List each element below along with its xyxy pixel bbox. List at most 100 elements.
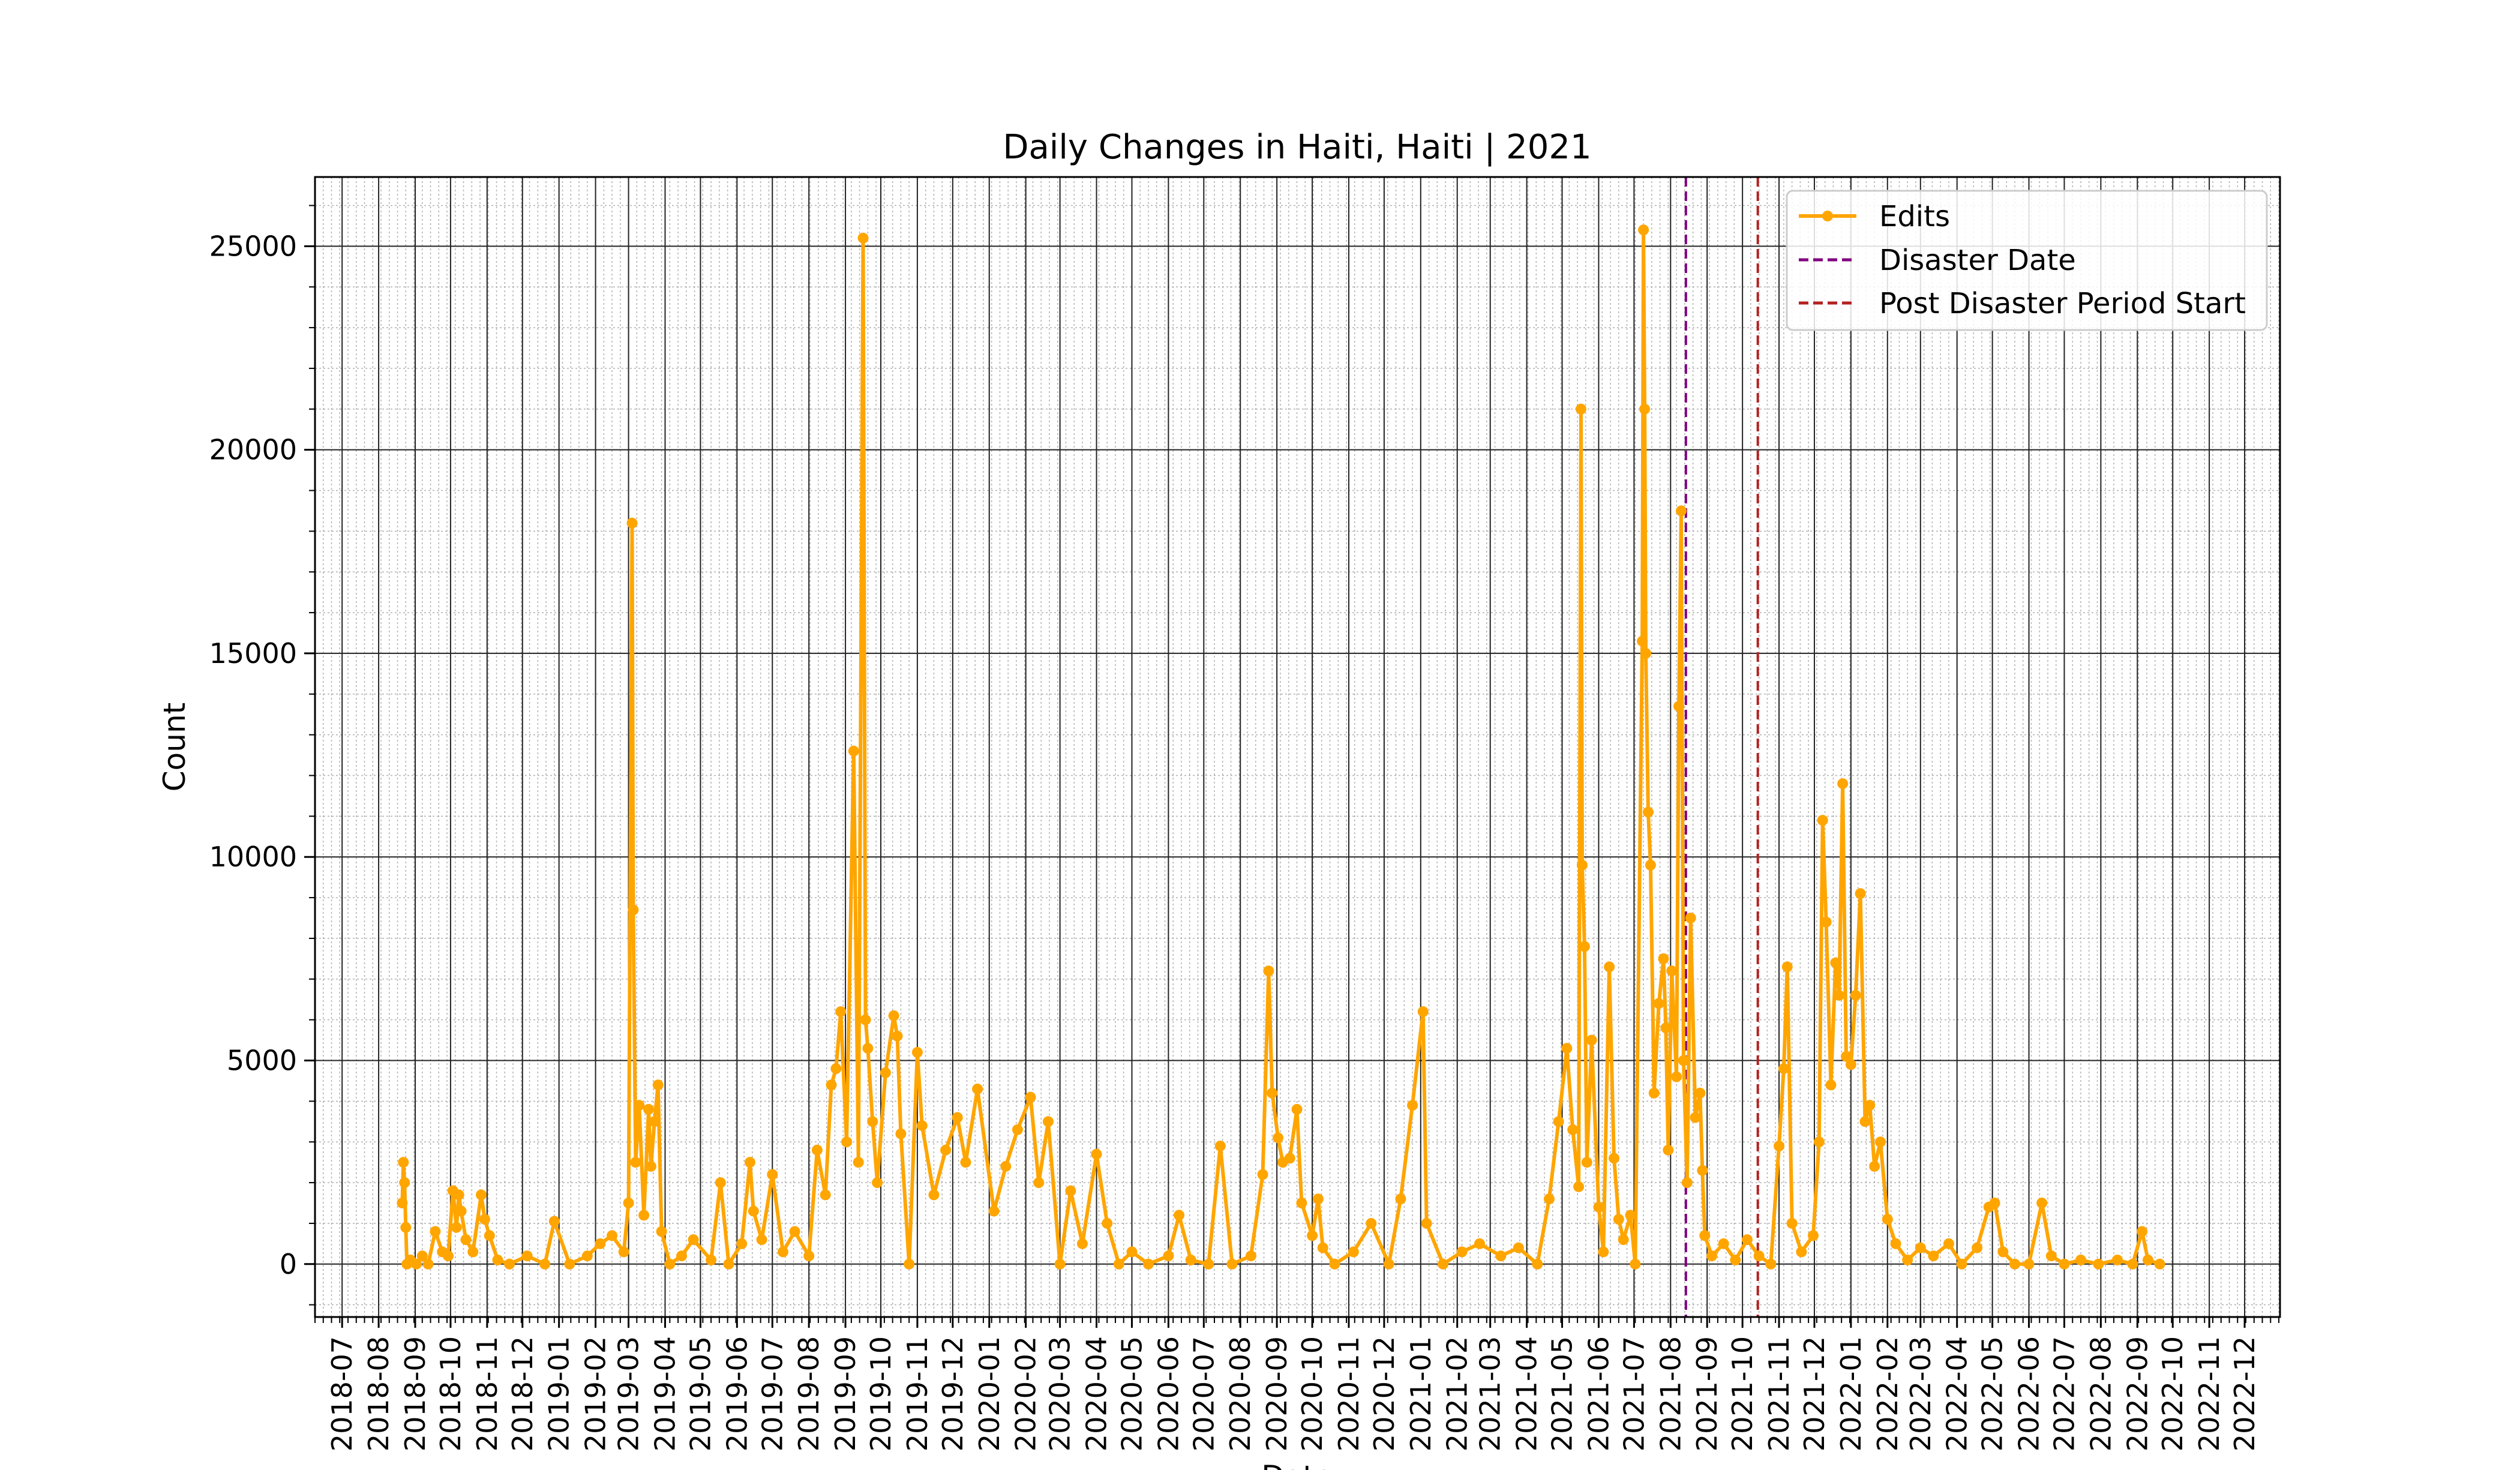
edits-point	[652, 1079, 664, 1091]
edits-point	[492, 1255, 503, 1265]
edits-point	[1307, 1230, 1318, 1241]
edits-point	[607, 1230, 618, 1241]
edits-point	[1681, 1177, 1693, 1189]
edits-point	[1765, 1258, 1777, 1270]
edits-point	[1456, 1246, 1468, 1258]
x-tick-label: 2020-05	[1115, 1336, 1148, 1451]
edits-point	[1753, 1250, 1765, 1262]
edits-point	[688, 1234, 699, 1246]
edits-point	[1142, 1258, 1154, 1270]
x-tick-label: 2019-09	[829, 1336, 862, 1451]
edits-point	[872, 1177, 883, 1189]
edits-point	[1257, 1169, 1268, 1180]
edits-point	[1902, 1255, 1913, 1265]
edits-point	[1091, 1148, 1102, 1160]
x-tick-label: 2018-12	[506, 1336, 539, 1451]
edits-point	[1640, 647, 1652, 659]
edits-point	[581, 1250, 593, 1262]
x-tick-label: 2021-11	[1763, 1336, 1795, 1451]
edits-point	[504, 1258, 515, 1270]
edits-point	[1741, 1234, 1753, 1246]
edits-point	[1989, 1198, 2000, 1208]
legend-label-edits: Edits	[1879, 200, 1950, 233]
edits-point	[1348, 1246, 1359, 1258]
x-tick-label: 2018-10	[434, 1336, 467, 1451]
edits-point	[397, 1198, 408, 1208]
edits-point	[777, 1246, 788, 1258]
edits-point	[1706, 1250, 1718, 1262]
x-tick-label: 2021-02	[1441, 1336, 1474, 1451]
edits-point	[911, 1046, 923, 1058]
edits-point	[643, 1103, 654, 1115]
edits-point	[1000, 1160, 1012, 1172]
edits-point	[2127, 1258, 2138, 1270]
edits-point	[1586, 1034, 1597, 1046]
edits-point	[860, 1014, 871, 1025]
edits-point	[1185, 1255, 1196, 1265]
edits-point	[1576, 859, 1588, 871]
edits-point	[880, 1067, 891, 1078]
x-tick-label: 2022-04	[1941, 1336, 1973, 1451]
edits-point	[664, 1258, 676, 1270]
edits-point	[895, 1128, 907, 1139]
edits-point	[1997, 1246, 2009, 1258]
edits-point	[1532, 1258, 1543, 1270]
x-tick-label: 2022-06	[2013, 1336, 2045, 1451]
edits-point	[1273, 1132, 1284, 1144]
edits-point	[803, 1250, 815, 1262]
edits-point	[2075, 1255, 2086, 1265]
x-tick-label: 2019-03	[613, 1336, 645, 1451]
edits-point	[1618, 1234, 1629, 1246]
edits-point	[1579, 941, 1590, 952]
x-tick-label: 2021-01	[1405, 1336, 1437, 1451]
edits-point	[2111, 1255, 2123, 1265]
edits-point	[1593, 1201, 1604, 1213]
edits-point	[1956, 1258, 1967, 1270]
edits-point	[1267, 1087, 1278, 1099]
edits-point	[1613, 1214, 1624, 1225]
edits-point	[1874, 1136, 1886, 1148]
x-tick-label: 2018-11	[471, 1336, 503, 1451]
edits-point	[1203, 1258, 1214, 1270]
x-tick-label: 2021-07	[1618, 1336, 1650, 1451]
edits-point	[1817, 815, 1828, 826]
edits-point	[484, 1230, 495, 1241]
edits-point	[1438, 1258, 1449, 1270]
x-tick-label: 2019-05	[684, 1336, 716, 1451]
edits-point	[455, 1205, 467, 1217]
edits-point	[1417, 1006, 1429, 1018]
edits-point	[1825, 1079, 1837, 1091]
edits-point	[1495, 1250, 1507, 1262]
edits-point	[453, 1189, 464, 1201]
edits-point	[1796, 1246, 1807, 1258]
edits-point	[628, 904, 639, 916]
edits-point	[1284, 1153, 1295, 1164]
edits-point	[2009, 1258, 2020, 1270]
edits-point	[1671, 1071, 1682, 1082]
edits-point	[960, 1157, 971, 1168]
edits-point	[1054, 1258, 1066, 1270]
edits-point	[1575, 403, 1586, 415]
edits-point	[564, 1258, 575, 1270]
edits-point	[1573, 1181, 1585, 1192]
edits-point	[1543, 1193, 1555, 1205]
x-tick-label: 2021-08	[1654, 1336, 1687, 1451]
edits-point	[1864, 1100, 1876, 1111]
edits-point	[1820, 916, 1832, 928]
edits-point	[826, 1079, 837, 1091]
x-tick-label: 2020-07	[1187, 1336, 1220, 1451]
edits-point	[623, 1198, 634, 1208]
edits-point	[1778, 1063, 1789, 1075]
edits-point	[820, 1189, 831, 1201]
edits-point	[1859, 1116, 1871, 1127]
edits-point	[1869, 1160, 1880, 1172]
legend-label-disaster-date: Disaster Date	[1879, 244, 2076, 277]
edits-point	[928, 1189, 940, 1201]
x-tick-label: 2021-06	[1582, 1336, 1615, 1451]
edits-point	[744, 1157, 755, 1168]
edits-point	[638, 1210, 650, 1221]
x-tick-label: 2022-02	[1871, 1336, 1904, 1451]
edits-point	[1553, 1116, 1564, 1127]
edits-point	[1604, 961, 1615, 973]
edits-point	[904, 1258, 915, 1270]
